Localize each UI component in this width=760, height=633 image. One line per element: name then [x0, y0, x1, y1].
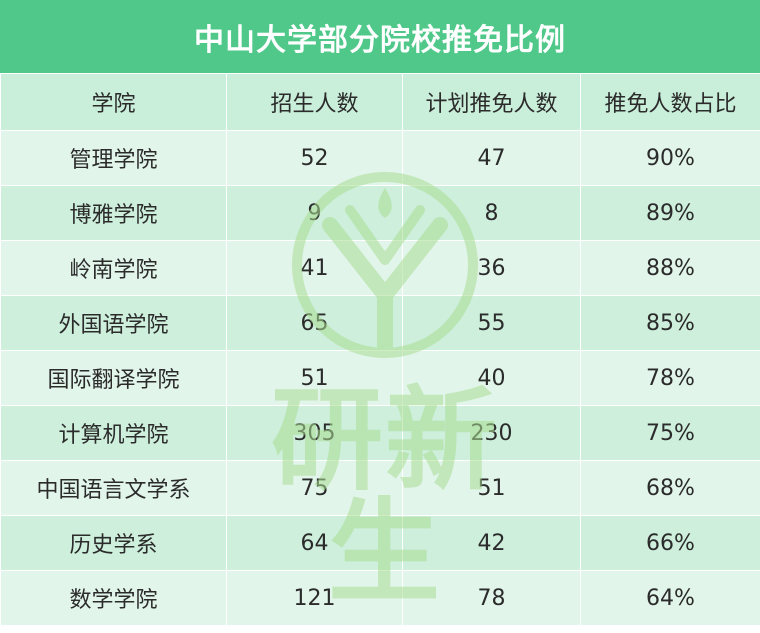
cell-enrollment: 75: [226, 460, 403, 516]
cell-enrollment: 41: [226, 240, 403, 296]
cell-ratio: 68%: [580, 460, 760, 516]
table-row: 岭南学院 41 36 88%: [0, 240, 760, 296]
cell-enrollment: 51: [226, 350, 403, 406]
cell-college: 历史学系: [0, 515, 227, 571]
cell-ratio: 66%: [580, 515, 760, 571]
cell-enrollment: 52: [226, 130, 403, 186]
cell-planned: 230: [402, 405, 581, 461]
admission-table: 学院 招生人数 计划推免人数 推免人数占比 管理学院 52 47 90% 博雅学…: [0, 73, 760, 626]
cell-enrollment: 121: [226, 570, 403, 626]
table-row: 计算机学院 305 230 75%: [0, 405, 760, 461]
cell-college: 博雅学院: [0, 185, 227, 241]
cell-ratio: 90%: [580, 130, 760, 186]
header-row: 学院 招生人数 计划推免人数 推免人数占比: [0, 73, 760, 131]
cell-planned: 8: [402, 185, 581, 241]
cell-college: 数学学院: [0, 570, 227, 626]
column-header-enrollment: 招生人数: [226, 73, 403, 131]
cell-planned: 42: [402, 515, 581, 571]
cell-ratio: 89%: [580, 185, 760, 241]
cell-ratio: 75%: [580, 405, 760, 461]
cell-college: 岭南学院: [0, 240, 227, 296]
cell-college: 外国语学院: [0, 295, 227, 351]
cell-college: 中国语言文学系: [0, 460, 227, 516]
cell-enrollment: 65: [226, 295, 403, 351]
table-row: 国际翻译学院 51 40 78%: [0, 350, 760, 406]
cell-ratio: 85%: [580, 295, 760, 351]
cell-enrollment: 305: [226, 405, 403, 461]
cell-enrollment: 9: [226, 185, 403, 241]
column-header-college: 学院: [0, 73, 227, 131]
column-header-planned-recommendation: 计划推免人数: [402, 73, 581, 131]
cell-college: 国际翻译学院: [0, 350, 227, 406]
column-header-recommendation-ratio: 推免人数占比: [580, 73, 760, 131]
cell-enrollment: 64: [226, 515, 403, 571]
cell-planned: 36: [402, 240, 581, 296]
table-row: 博雅学院 9 8 89%: [0, 185, 760, 241]
cell-planned: 55: [402, 295, 581, 351]
cell-planned: 40: [402, 350, 581, 406]
cell-planned: 47: [402, 130, 581, 186]
table-row: 数学学院 121 78 64%: [0, 570, 760, 626]
page-title: 中山大学部分院校推免比例: [0, 0, 760, 73]
table-row: 外国语学院 65 55 85%: [0, 295, 760, 351]
table-body: 管理学院 52 47 90% 博雅学院 9 8 89% 岭南学院 41 36 8…: [0, 130, 760, 626]
cell-college: 计算机学院: [0, 405, 227, 461]
table-row: 中国语言文学系 75 51 68%: [0, 460, 760, 516]
cell-ratio: 78%: [580, 350, 760, 406]
cell-planned: 78: [402, 570, 581, 626]
table-row: 管理学院 52 47 90%: [0, 130, 760, 186]
table-header: 学院 招生人数 计划推免人数 推免人数占比: [0, 73, 760, 131]
cell-ratio: 64%: [580, 570, 760, 626]
cell-ratio: 88%: [580, 240, 760, 296]
cell-college: 管理学院: [0, 130, 227, 186]
cell-planned: 51: [402, 460, 581, 516]
table-row: 历史学系 64 42 66%: [0, 515, 760, 571]
